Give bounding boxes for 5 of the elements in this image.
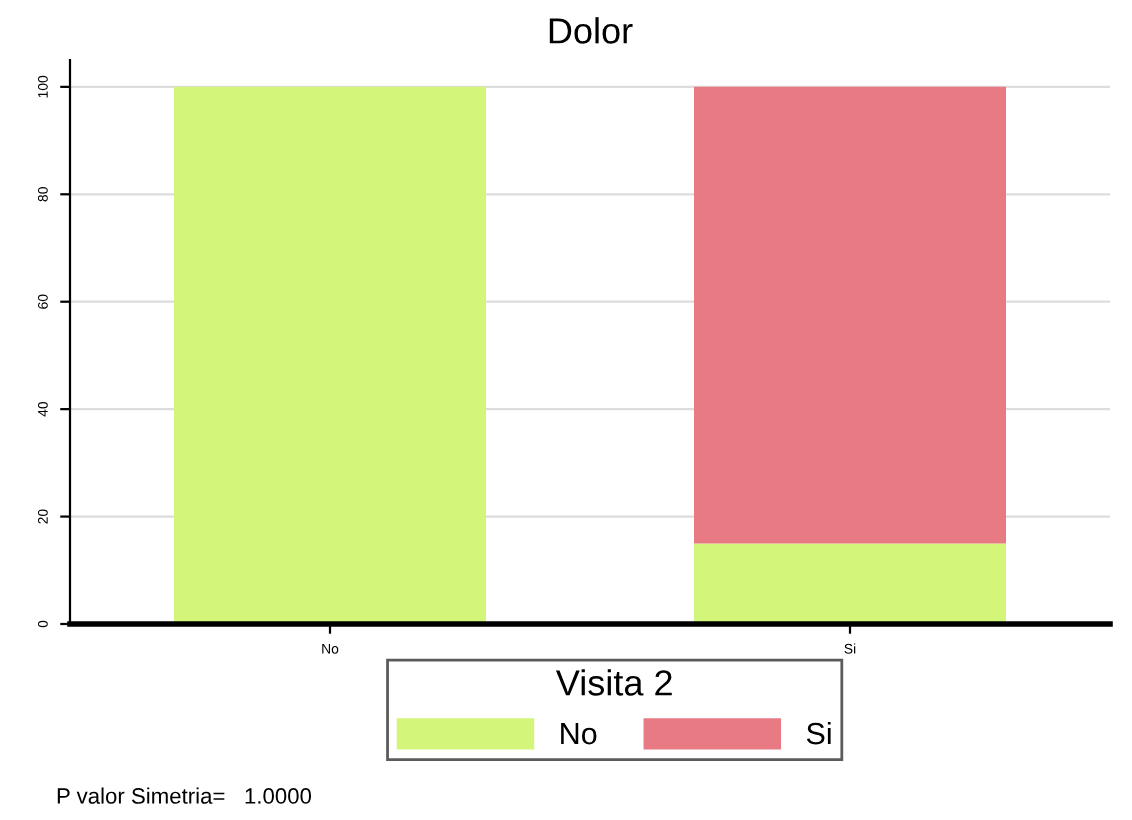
legend-label: No xyxy=(561,723,597,745)
chart-title: Dolor xyxy=(549,17,633,44)
text: P valor Simetria= 1.0000 xyxy=(57,787,312,804)
legend-title: Visita 2 xyxy=(555,669,672,696)
legend-label: Si xyxy=(806,721,831,745)
